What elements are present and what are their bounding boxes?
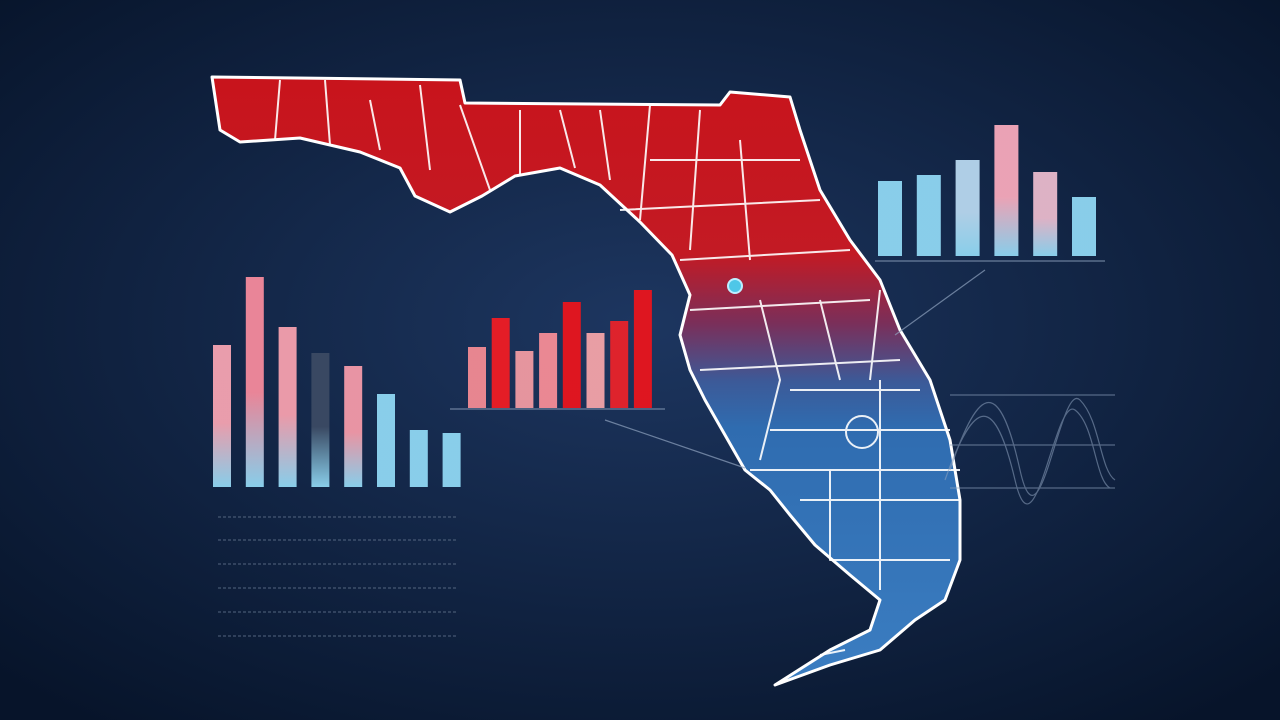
bar <box>1033 172 1058 256</box>
bar <box>491 318 510 408</box>
bar <box>468 347 486 408</box>
bar <box>586 333 605 408</box>
bar <box>245 277 264 487</box>
bar <box>633 290 652 408</box>
bar-charts <box>213 125 1096 487</box>
bar <box>610 321 629 408</box>
bar <box>311 353 330 487</box>
bar <box>409 430 428 487</box>
state-shape <box>210 75 962 687</box>
bar <box>344 366 363 487</box>
placeholder-lines <box>218 516 458 637</box>
bar <box>442 433 461 487</box>
bar <box>213 345 231 487</box>
wave-lines <box>944 394 1116 505</box>
bar <box>916 175 941 256</box>
bar <box>562 302 581 408</box>
bar <box>955 160 980 256</box>
bar <box>278 327 297 487</box>
bar <box>994 125 1019 256</box>
county-lines <box>274 79 960 656</box>
bar <box>377 394 395 487</box>
florida-map <box>210 75 962 687</box>
bar <box>878 181 902 256</box>
connectors <box>450 260 1105 469</box>
bar <box>1072 197 1096 256</box>
bar <box>515 351 534 408</box>
location-dot <box>727 278 743 294</box>
bar <box>539 333 558 408</box>
